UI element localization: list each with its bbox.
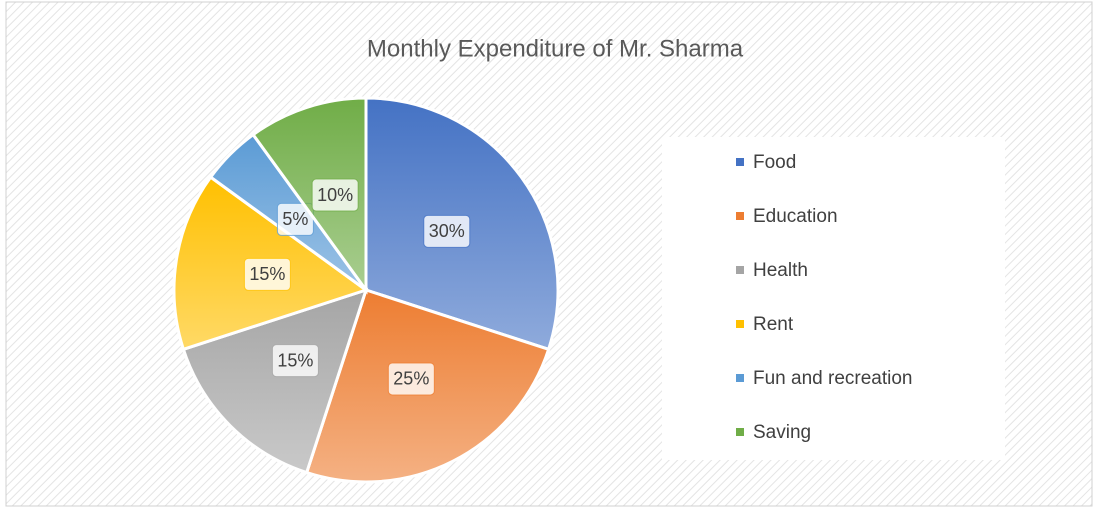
data-label: 15% [277, 350, 313, 370]
legend-marker [736, 320, 744, 328]
data-label: 30% [429, 221, 465, 241]
legend-label: Rent [753, 314, 794, 335]
legend-marker [736, 212, 744, 220]
chart-title: Monthly Expenditure of Mr. Sharma [367, 35, 744, 62]
data-label: 10% [317, 185, 353, 205]
data-label-box [243, 257, 291, 291]
legend-label: Fun and recreation [753, 368, 913, 389]
legend-marker [736, 428, 744, 436]
data-label: 15% [249, 264, 285, 284]
legend-label: Food [753, 152, 796, 173]
data-label-box [271, 344, 319, 378]
legend-label: Saving [753, 422, 811, 443]
data-label: 25% [393, 369, 429, 389]
data-label-box [311, 178, 359, 212]
pie-slice [251, 96, 368, 295]
legend-label: Health [753, 260, 808, 281]
legend-box [662, 137, 1005, 460]
legend-marker [736, 374, 744, 382]
data-label: 5% [282, 209, 308, 229]
legend-label: Education [753, 206, 838, 227]
data-label-box [423, 214, 471, 248]
legend-marker [736, 158, 744, 166]
data-label-box [387, 362, 435, 396]
legend-marker [736, 266, 744, 274]
